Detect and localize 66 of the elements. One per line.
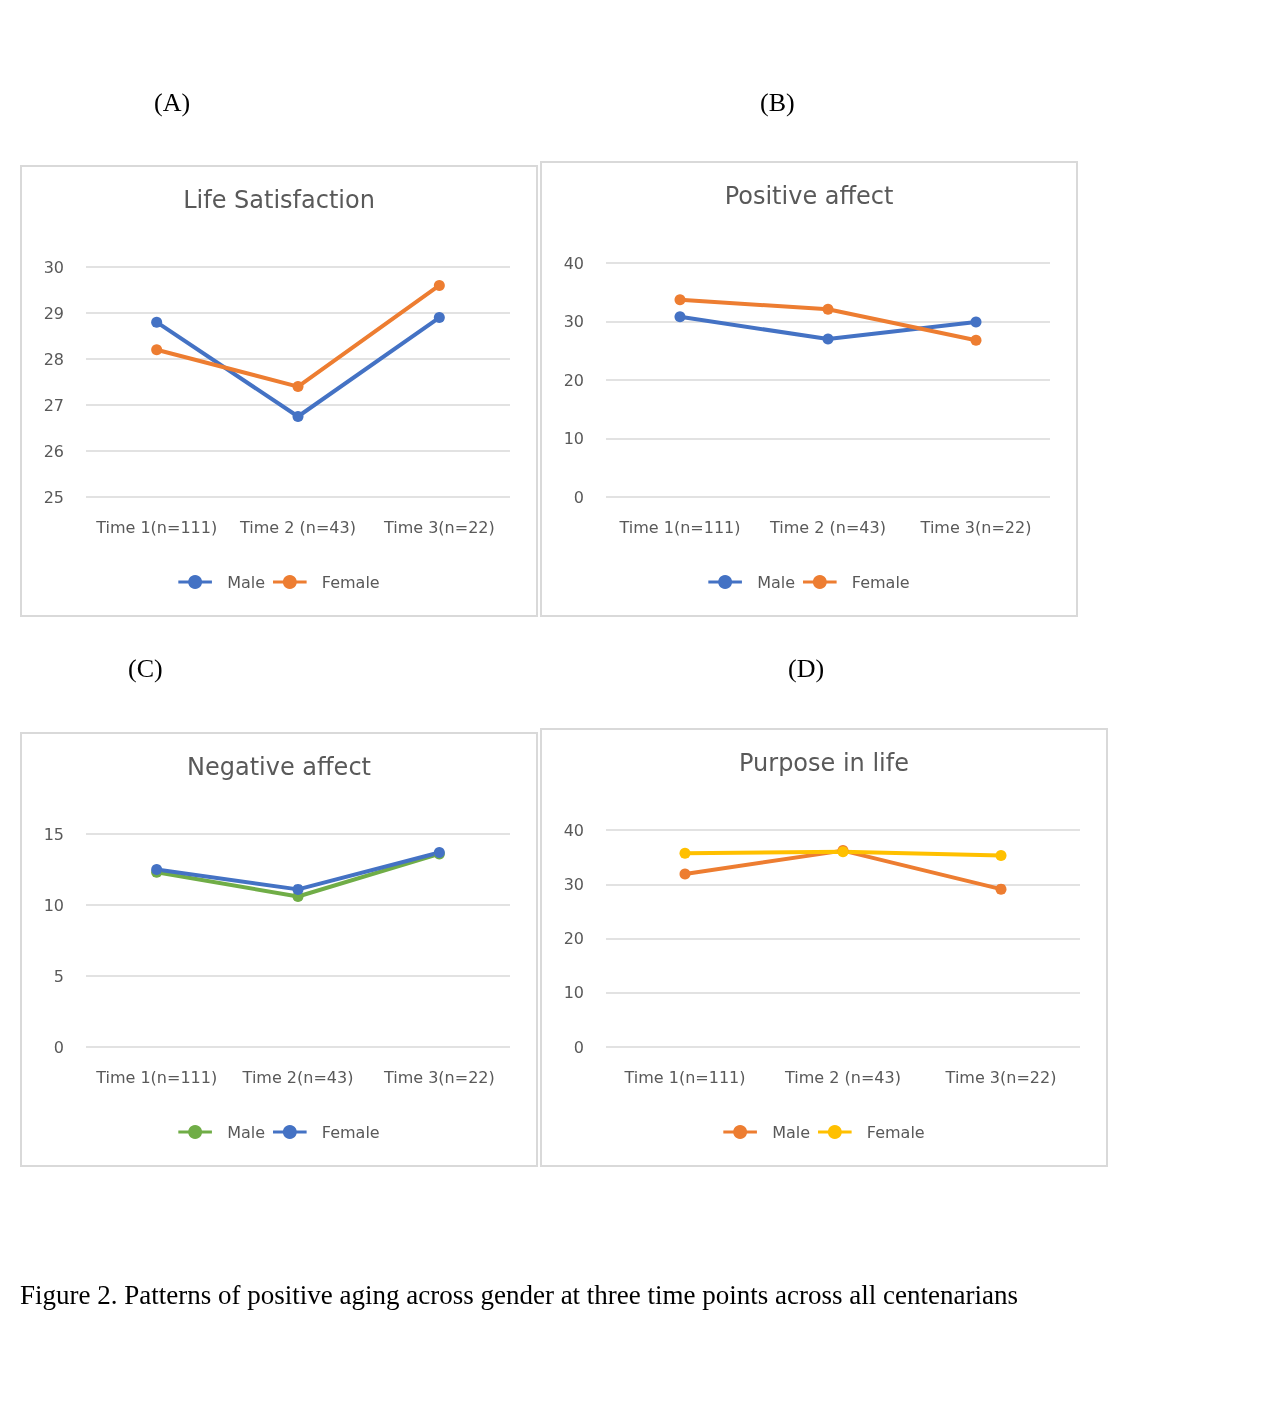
y-tick-label: 28 (43, 349, 64, 369)
x-tick-label: Time 3(n=22) (944, 1067, 1057, 1087)
point (292, 411, 304, 422)
y-tick-label: 10 (43, 895, 64, 915)
point (679, 847, 691, 859)
point (679, 868, 691, 880)
y-tick-label: 40 (563, 820, 584, 840)
x-tick-label: Time 1(n=111) (618, 517, 741, 537)
text: (B) (760, 88, 795, 118)
point (995, 883, 1007, 895)
y-tick-label: 10 (563, 983, 584, 1003)
point (674, 294, 686, 306)
point (970, 316, 982, 328)
y-tick-label: 0 (53, 1037, 64, 1057)
point (674, 311, 686, 323)
x-tick-label: Time 3(n=22) (382, 1067, 495, 1087)
y-tick-label: 30 (43, 257, 64, 277)
y-tick-label: 10 (563, 429, 584, 448)
x-tick-label: Time 2 (n=43) (784, 1067, 901, 1087)
legend-label: Female (321, 572, 380, 592)
point (151, 316, 163, 328)
x-tick-label: Time 1(n=111) (623, 1067, 746, 1087)
legend-label: Female (851, 572, 910, 592)
point (433, 312, 445, 324)
point (151, 344, 163, 356)
legend-label: Male (227, 572, 266, 592)
x-tick-label: Time 2 (n=43) (769, 517, 886, 537)
y-tick-label: 30 (563, 874, 584, 894)
x-tick-label: Time 2 (n=43) (239, 517, 356, 537)
x-tick-label: Time 1(n=111) (95, 1067, 218, 1087)
text: (C) (128, 654, 163, 684)
y-tick-label: 27 (43, 395, 64, 415)
chart-title: Life Satisfaction (183, 186, 375, 214)
y-tick-label: 0 (573, 1037, 584, 1057)
caption: Figure 2. Patterns of positive aging across gender at three time points across all centenarians (20, 1280, 1018, 1311)
y-tick-label: 20 (563, 370, 584, 390)
x-tick-label: Time 1(n=111) (95, 517, 218, 537)
y-tick-label: 15 (43, 824, 64, 844)
point (433, 279, 445, 291)
legend-label: Male (772, 1122, 811, 1142)
point (970, 334, 982, 346)
y-tick-label: 5 (53, 966, 64, 986)
x-tick-label: Time 3(n=22) (919, 517, 1032, 537)
legend-label: Male (227, 1122, 266, 1142)
chart-title: Positive affect (724, 182, 894, 210)
y-tick-label: 29 (43, 303, 64, 323)
point (822, 333, 834, 345)
x-tick-label: Time 3(n=22) (382, 517, 495, 537)
y-tick-label: 26 (43, 441, 64, 461)
point (292, 381, 304, 393)
y-tick-label: 0 (573, 487, 584, 507)
legend-label: Female (321, 1122, 380, 1142)
y-tick-label: 20 (563, 929, 584, 948)
legend-label: Male (757, 572, 796, 592)
point (822, 303, 834, 315)
point (292, 883, 304, 895)
y-tick-label: 30 (563, 312, 584, 331)
text: (A) (154, 88, 191, 118)
y-tick-label: 25 (43, 487, 64, 507)
text: (D) (788, 654, 825, 684)
point (995, 850, 1007, 861)
y-tick-label: 40 (563, 253, 584, 273)
chart-title: Purpose in life (738, 749, 910, 777)
chart-title: Negative affect (187, 753, 371, 781)
legend-label: Female (866, 1122, 925, 1142)
x-tick-label: Time 2(n=43) (241, 1067, 354, 1087)
